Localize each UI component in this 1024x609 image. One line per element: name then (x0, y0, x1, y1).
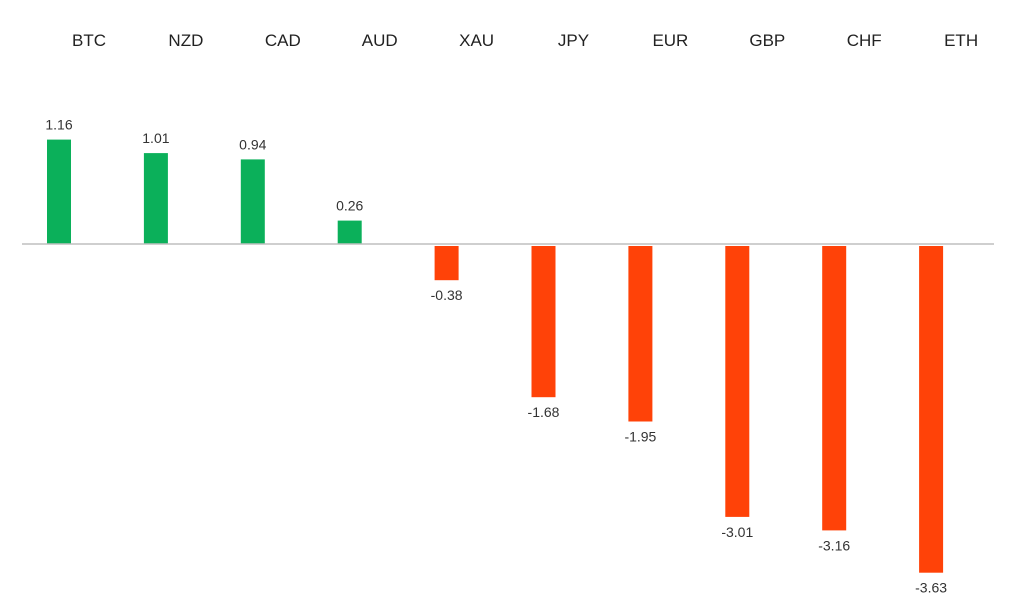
category-label-chf: CHF (847, 31, 882, 50)
bar-nzd (143, 153, 168, 244)
value-label-btc: 1.16 (45, 117, 72, 133)
bar-xau (434, 246, 459, 281)
bar-btc (47, 139, 71, 244)
bar-chf (822, 246, 847, 531)
category-label-jpy: JPY (558, 31, 589, 50)
category-label-eur: EUR (652, 31, 688, 50)
value-label-cad: 0.94 (239, 136, 266, 152)
bar-gbp (725, 246, 750, 517)
value-label-eth: -3.63 (915, 580, 947, 596)
bar-aud (337, 220, 362, 244)
category-label-gbp: GBP (749, 31, 785, 50)
category-labels: BTC NZD CAD AUD XAU JPY EUR GBP CHF ETH (72, 31, 978, 50)
bar-eur (628, 246, 653, 422)
value-label-aud: 0.26 (336, 198, 363, 214)
value-label-jpy: -1.68 (528, 404, 560, 420)
value-label-gbp: -3.01 (721, 524, 753, 540)
bar-jpy (531, 246, 556, 398)
bars (47, 139, 944, 573)
value-label-xau: -0.38 (431, 287, 463, 303)
category-label-btc: BTC (72, 31, 106, 50)
bar-eth (919, 246, 944, 573)
value-label-chf: -3.16 (818, 537, 850, 553)
category-label-xau: XAU (459, 31, 494, 50)
bar-cad (240, 159, 265, 244)
category-label-aud: AUD (362, 31, 398, 50)
value-labels: 1.16 1.01 0.94 0.26 -0.38 -1.68 -1.95 -3.01 -3.1… (45, 117, 947, 596)
category-label-cad: CAD (265, 31, 301, 50)
value-label-eur: -1.95 (624, 429, 656, 445)
value-label-nzd: 1.01 (142, 130, 169, 146)
category-label-eth: ETH (944, 31, 978, 50)
category-label-nzd: NZD (168, 31, 203, 50)
